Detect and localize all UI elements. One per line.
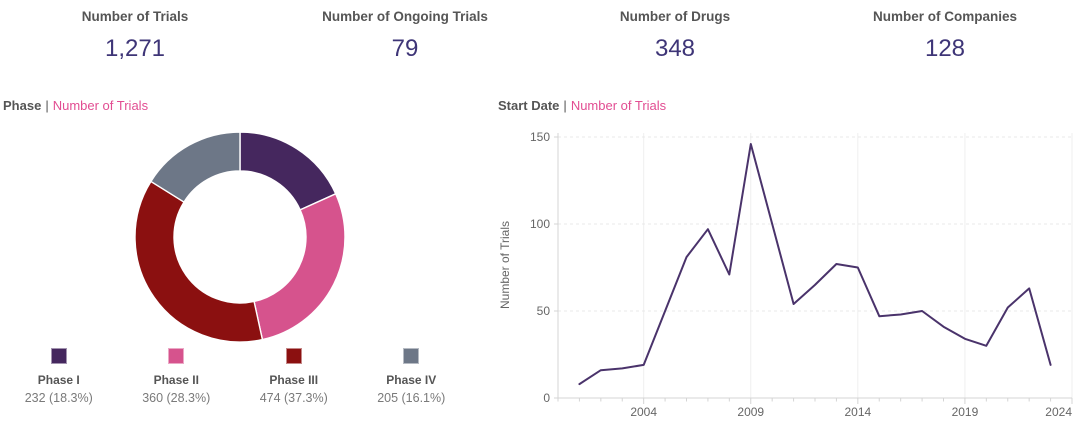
line-title-measure: Number of Trials (570, 98, 667, 113)
legend-swatch-phase-iii (285, 348, 302, 364)
x-tick-label-2009: 2009 (737, 405, 764, 419)
y-tick-label-50: 50 (537, 304, 551, 318)
legend-label: Phase I (37, 373, 80, 387)
kpi-label: Number of Drugs (619, 9, 731, 24)
y-axis-title: Number of Trials (498, 221, 512, 309)
kpi-row: Number of Trials 1,271 Number of Ongoing… (0, 0, 1080, 90)
x-tick-label-2004: 2004 (630, 405, 657, 419)
phase-donut-chart[interactable] (134, 131, 346, 343)
donut-segment-phase-iii[interactable] (134, 180, 264, 343)
kpi-label: Number of Ongoing Trials (322, 9, 488, 24)
kpi-value: 128 (924, 35, 966, 62)
trend-line[interactable] (578, 143, 1052, 386)
donut-title-separator: | (45, 98, 49, 113)
donut-chart-title: Phase | Number of Trials (3, 98, 148, 113)
legend-label: Phase II (153, 373, 199, 387)
legend-item-phase-ii[interactable]: Phase II 360 (28.3%) (118, 348, 236, 405)
kpi-number-of-trials: Number of Trials 1,271 (0, 0, 270, 90)
legend-item-phase-iv[interactable]: Phase IV 205 (16.1%) (353, 348, 471, 405)
x-tick-label-2019: 2019 (952, 405, 979, 419)
donut-segment-phase-iv[interactable] (149, 131, 241, 204)
line-title-field: Start Date (498, 98, 560, 113)
kpi-label: Number of Companies (872, 9, 1018, 24)
trials-by-year-line-chart[interactable]: 0 50 100 150 2004 2009 2014 2019 2024 Number of T… (495, 125, 1080, 434)
start-date-line-section: Start Date | Number of Trials 0 50 100 150 200… (495, 95, 1080, 434)
legend-swatch-phase-i (50, 348, 67, 364)
donut-title-field: Phase (3, 98, 42, 113)
x-tick-label-2024: 2024 (1045, 405, 1072, 419)
legend-value: 474 (37.3%) (259, 391, 328, 405)
legend-item-phase-i[interactable]: Phase I 232 (18.3%) (0, 348, 118, 405)
kpi-number-of-companies: Number of Companies 128 (810, 0, 1080, 90)
y-tick-label-100: 100 (530, 217, 550, 231)
y-tick-label-0: 0 (543, 391, 550, 405)
kpi-value: 1,271 (104, 35, 166, 62)
donut-title-measure: Number of Trials (52, 98, 149, 113)
kpi-number-of-drugs: Number of Drugs 348 (540, 0, 810, 90)
legend-item-phase-iii[interactable]: Phase III 474 (37.3%) (235, 348, 353, 405)
kpi-value: 79 (391, 35, 419, 62)
kpi-label: Number of Trials (81, 9, 189, 24)
y-tick-label-150: 150 (530, 130, 550, 144)
phase-legend: Phase I 232 (18.3%) Phase II 360 (28.3%) Pha… (0, 348, 470, 405)
line-chart-title: Start Date | Number of Trials (498, 98, 666, 113)
x-tick-label-2014: 2014 (844, 405, 871, 419)
kpi-value: 348 (654, 35, 696, 62)
line-title-separator: | (563, 98, 567, 113)
kpi-number-of-ongoing-trials: Number of Ongoing Trials 79 (270, 0, 540, 90)
legend-value: 205 (16.1%) (377, 391, 446, 405)
legend-swatch-phase-ii (168, 348, 185, 364)
legend-swatch-phase-iv (403, 348, 420, 364)
legend-value: 232 (18.3%) (24, 391, 93, 405)
legend-label: Phase III (269, 373, 319, 387)
donut-segment-phase-i[interactable] (239, 131, 337, 211)
phase-donut-section: Phase | Number of Trials Phase I 232 (18.3%… (0, 95, 470, 434)
donut-segment-phase-ii[interactable] (253, 192, 346, 341)
legend-value: 360 (28.3%) (142, 391, 211, 405)
legend-label: Phase IV (386, 373, 437, 387)
